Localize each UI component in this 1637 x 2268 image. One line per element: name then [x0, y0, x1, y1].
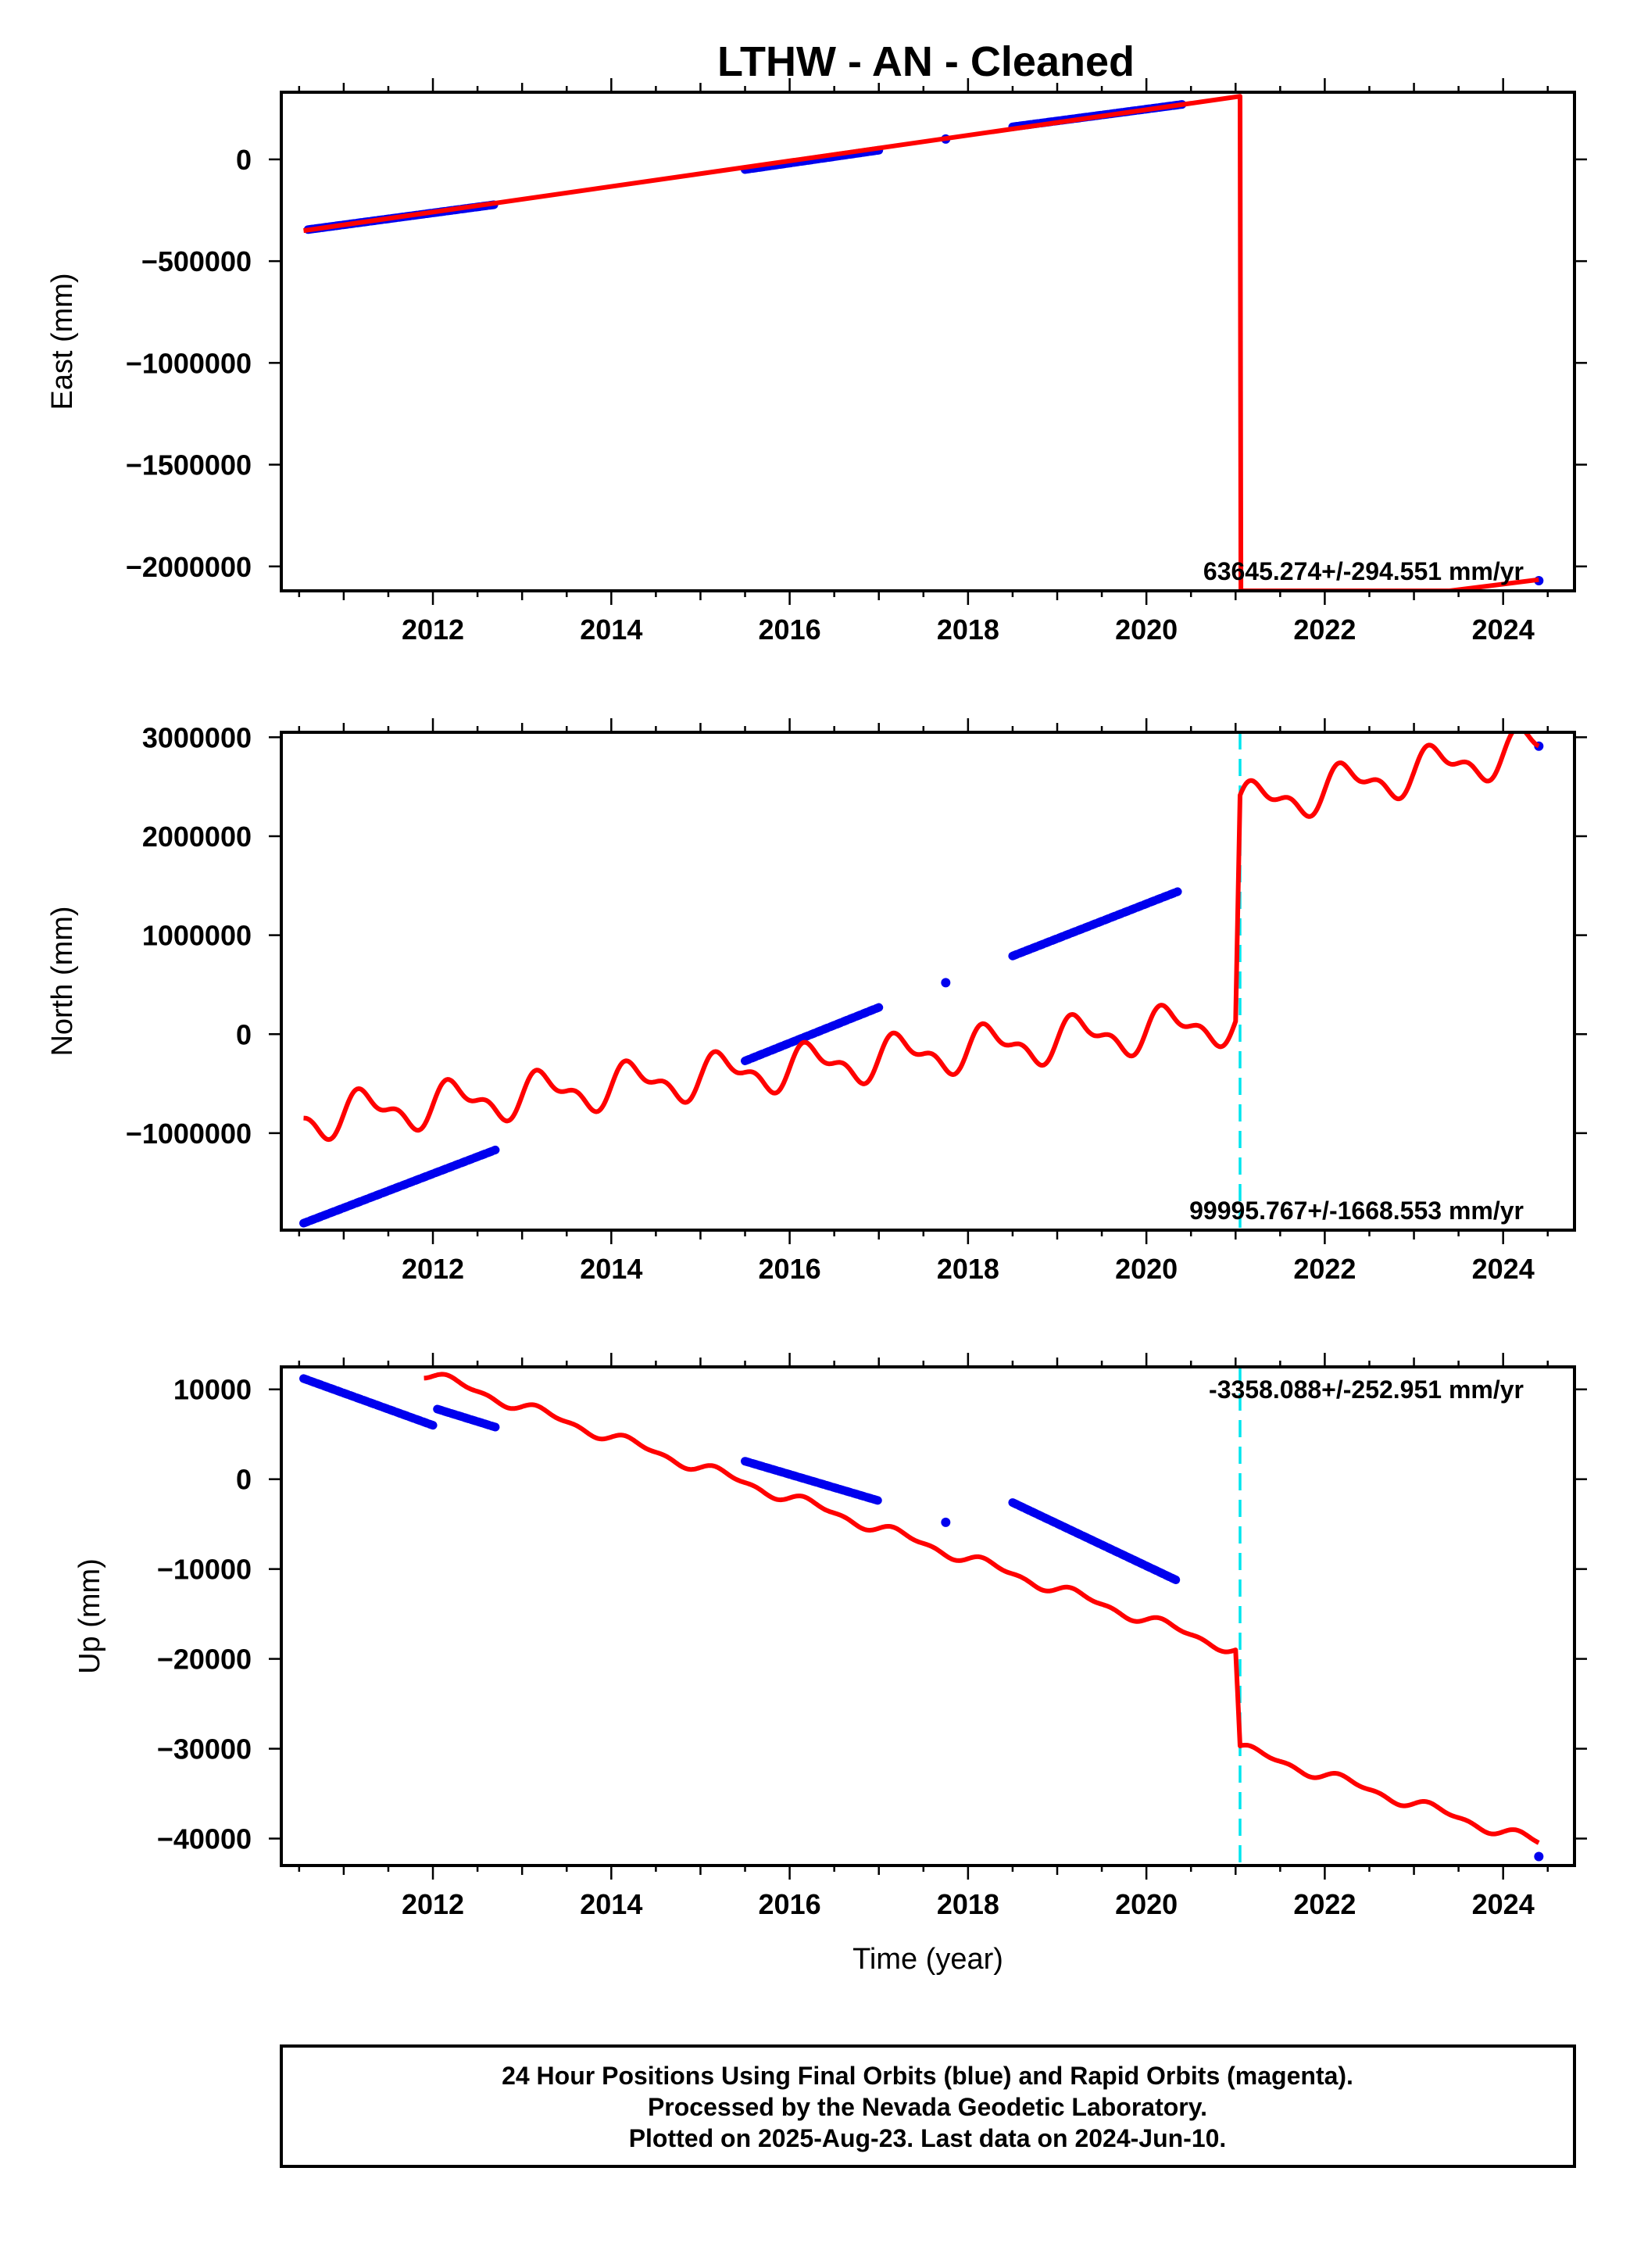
- x-tick-label: 2012: [402, 1888, 464, 1920]
- x-tick-label: 2020: [1115, 1888, 1178, 1920]
- panel-up: 2012 2014 2016 2018 2020 2022 2024 10000 0 −10000…: [73, 1353, 1587, 1976]
- y-tick-label: −10000: [157, 1554, 252, 1586]
- footer-line-1: 24 Hour Positions Using Final Orbits (bl…: [502, 2062, 1353, 2090]
- x-tick-label: 2022: [1293, 1253, 1356, 1285]
- y-tick-label: 0: [236, 1464, 252, 1496]
- observation-segment: [741, 1457, 884, 1505]
- observation-segment: [433, 1404, 500, 1432]
- x-axis-label: Time (year): [852, 1943, 1003, 1976]
- observation-segment: [741, 1003, 884, 1065]
- x-tick-label: 2024: [1472, 1253, 1535, 1285]
- y-axis-label-north: North (mm): [46, 906, 79, 1056]
- rate-label-north: 99995.767+/-1668.553 mm/yr: [1189, 1197, 1524, 1225]
- y-axis-label-up: Up (mm): [73, 1558, 106, 1674]
- y-tick-label: −1000000: [126, 347, 252, 379]
- y-tick-label: −1500000: [126, 449, 252, 481]
- y-tick-label: 3000000: [142, 721, 252, 753]
- y-tick-label: −40000: [157, 1823, 252, 1855]
- y-tick-label: −500000: [141, 245, 252, 277]
- observation-segment: [1008, 1498, 1182, 1586]
- x-tick-label: 2022: [1293, 1888, 1356, 1920]
- x-tick-label: 2012: [402, 1253, 464, 1285]
- observation-point: [941, 1517, 951, 1527]
- y-tick-label: 10000: [173, 1374, 252, 1406]
- rate-label-up: -3358.088+/-252.951 mm/yr: [1209, 1375, 1524, 1404]
- x-tick-label: 2012: [402, 614, 464, 646]
- footer-line-3: Plotted on 2025-Aug-23. Last data on 202…: [629, 2124, 1227, 2152]
- x-tick-label: 2018: [937, 1253, 999, 1285]
- footer-line-2: Processed by the Nevada Geodetic Laborat…: [648, 2093, 1207, 2121]
- x-tick-label: 2024: [1472, 1888, 1535, 1920]
- x-tick-label: 2014: [580, 614, 642, 646]
- y-tick-label: −2000000: [126, 551, 252, 583]
- x-tick-label: 2016: [759, 1888, 821, 1920]
- chart-title: LTHW - AN - Cleaned: [717, 38, 1135, 85]
- y-tick-label: 0: [236, 144, 252, 176]
- x-tick-label: 2014: [580, 1253, 642, 1285]
- y-axis-label-east: East (mm): [46, 273, 79, 410]
- observation-segment: [299, 1145, 500, 1228]
- y-tick-label: 0: [236, 1018, 252, 1050]
- plot-area: [303, 94, 1544, 591]
- x-tick-label: 2018: [937, 614, 999, 646]
- observation-segment: [1008, 887, 1182, 961]
- x-tick-label: 2016: [759, 614, 821, 646]
- panel-north: 2012 2014 2016 2018 2020 2022 2024 3000000 20000…: [46, 718, 1587, 1285]
- plot-area: [299, 1367, 1544, 1866]
- y-tick-label: 1000000: [142, 920, 252, 952]
- observation-segment: [299, 1374, 438, 1430]
- x-tick-label: 2020: [1115, 614, 1178, 646]
- rate-label-east: 63645.274+/-294.551 mm/yr: [1203, 557, 1524, 585]
- x-tick-label: 2018: [937, 1888, 999, 1920]
- model-line: [302, 732, 1540, 1143]
- y-tick-label: −20000: [157, 1644, 252, 1676]
- observation-point: [1534, 1851, 1544, 1862]
- plot-frame: [280, 731, 1576, 1232]
- y-tick-label: −30000: [157, 1733, 252, 1765]
- plot-area: [299, 732, 1544, 1230]
- plot-frame: [280, 1365, 1576, 1867]
- footer-frame: [280, 2044, 1576, 2168]
- x-tick-label: 2024: [1472, 614, 1535, 646]
- y-tick-label: 2000000: [142, 821, 252, 853]
- y-tick-label: −1000000: [126, 1118, 252, 1150]
- x-tick-label: 2016: [759, 1253, 821, 1285]
- plot-frame: [280, 91, 1576, 592]
- footer-box: 24 Hour Positions Using Final Orbits (bl…: [280, 2044, 1576, 2168]
- model-line: [303, 94, 1539, 591]
- x-tick-label: 2014: [580, 1888, 642, 1920]
- model-line: [423, 1372, 1540, 1845]
- observation-point: [941, 978, 951, 988]
- x-tick-label: 2022: [1293, 614, 1356, 646]
- panel-east: 2012 2014 2016 2018 2020 2022 2024 0 −500000 −100…: [46, 78, 1587, 646]
- x-tick-label: 2020: [1115, 1253, 1178, 1285]
